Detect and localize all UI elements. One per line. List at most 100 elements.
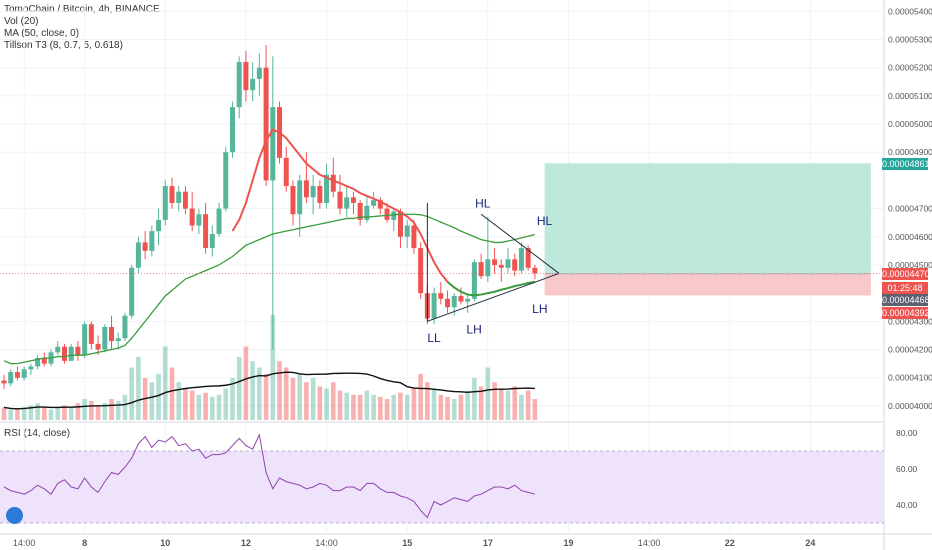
candle [330,157,336,198]
candle [223,146,229,212]
volume-bar [35,403,40,420]
candle-body [162,186,168,220]
wave-label: HL [537,214,553,228]
current-price-tag: 0.00004470 [882,268,930,280]
price-tick-label: 0.00005200 [888,63,932,73]
volume-bar [532,399,538,420]
candle [243,50,249,102]
price-tick-label: 0.00005000 [888,119,932,129]
time-tick-label: 17 [483,538,493,548]
candle [216,202,222,237]
time-tick-label: 19 [563,538,573,548]
volume-bar [129,367,134,420]
tillson-line-rising [446,280,536,297]
candle-body [418,248,424,294]
candle-body [364,205,370,220]
volume-bar [15,409,20,420]
candle [458,287,464,305]
candle [418,242,424,299]
candle-body [465,298,471,302]
volume-bar [357,394,363,420]
volume-bar [498,388,504,420]
candle [297,174,303,237]
tradingview-logo-icon[interactable] [6,507,23,524]
time-tick-label: 15 [402,538,412,548]
candle [1,374,7,389]
candle-body [471,262,477,299]
volume-bar [492,382,497,420]
volume-bar [337,390,343,420]
volume-bar [183,388,188,420]
candle-body [411,225,417,249]
candle-body [88,324,94,344]
candle-body [344,197,350,209]
candle-body [324,174,330,203]
volume-bar [109,399,114,420]
volume-bar [371,394,376,420]
candle [256,53,262,96]
candle-body [478,262,484,277]
candle-body [41,357,47,364]
rsi-tick-label: 60.00 [896,464,918,474]
candle-body [61,346,67,361]
wave-label: LH [532,302,547,316]
candle-body [243,62,249,91]
volume-bar [418,373,423,420]
candle [149,225,155,257]
wave-label: HL [475,196,491,210]
candle-body [236,62,242,108]
volume-bar [351,394,356,420]
volume-bar [95,405,101,420]
volume-bar [115,401,121,420]
volume-bar [290,378,296,420]
candle [270,56,276,350]
volume-bar [162,346,168,420]
volume-bar [156,373,161,420]
candle-body [95,343,101,350]
volume-bar [378,396,383,420]
candle [397,208,403,249]
volume-bar [55,407,61,420]
candle-body [14,372,20,378]
candle [115,332,121,350]
candle [290,180,296,226]
candle [135,236,141,274]
trendline-descending-resistance [480,213,560,274]
candle-body [297,180,303,215]
volume-bar [398,392,403,420]
candle [82,321,88,358]
candle-body [75,346,81,356]
ma50-line [3,213,536,365]
candle-body [431,293,437,319]
candle-body [317,186,323,203]
candle [8,369,14,387]
candle-body [68,346,74,361]
candle [431,287,437,325]
volume-bar [236,357,242,420]
volume-bar [1,407,7,420]
volume-bar [8,409,14,420]
volume-bar [391,394,397,420]
candle [156,208,162,246]
volume-bar [68,407,74,420]
candle-body [182,191,188,209]
candle-body [115,338,121,342]
candle [512,253,518,277]
candle [377,197,383,215]
countdown-tag: 01:25:48 [882,282,928,294]
candle [310,174,316,215]
time-tick-label: 14:00 [13,538,36,548]
time-tick-label: 14:00 [638,538,661,548]
volume-bar [364,390,370,420]
volume-bar [75,403,81,420]
tillson-line [231,128,449,283]
candle [283,146,289,192]
wave-label: LH [466,322,481,336]
candle [169,177,175,209]
volume-bar [472,378,477,420]
candle-body [102,326,108,350]
candle [209,225,215,257]
candle-body [8,372,14,384]
candle [498,259,504,282]
